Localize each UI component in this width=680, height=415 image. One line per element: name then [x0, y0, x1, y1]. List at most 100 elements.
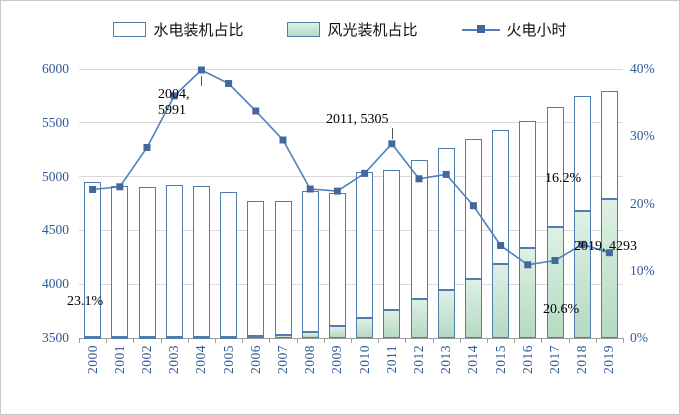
wind-solar-bar-segment	[356, 317, 374, 338]
x-axis-tick	[514, 339, 516, 343]
hydro-bar-segment	[192, 186, 210, 337]
x-axis-tick	[432, 339, 434, 343]
wind-solar-bar-segment	[410, 298, 428, 338]
x-axis-tick	[487, 339, 488, 343]
x-axis-tick	[405, 339, 407, 343]
x-axis-tick	[595, 339, 597, 343]
hydro-bar-segment	[274, 200, 292, 335]
hydro-bar-segment	[383, 169, 401, 311]
wind-solar-bar-segment	[546, 227, 564, 338]
hydro-bar-segment	[356, 171, 374, 318]
thermal-hours-marker	[225, 80, 233, 87]
x-axis-year-label: 2018	[574, 345, 590, 374]
annotation-2000-hydro-share: 23.1%	[67, 294, 104, 309]
x-axis-tick	[323, 339, 325, 343]
wind-solar-bar-segment	[600, 199, 618, 338]
x-axis-year-label: 2013	[438, 345, 454, 374]
x-axis-year-label: 2016	[519, 345, 535, 374]
secondary-axis-tick-label: 10%	[630, 262, 655, 278]
wind-solar-bar-swatch-icon	[287, 22, 321, 37]
hydro-bar-segment	[138, 186, 156, 338]
x-axis-tick	[351, 339, 352, 343]
gridline	[79, 283, 623, 285]
hydro-bar-segment	[573, 95, 591, 211]
hydro-bar-segment	[600, 90, 618, 200]
y-axis-tick-label: 5500	[42, 114, 69, 130]
wind-solar-bar-segment	[301, 331, 319, 338]
wind-solar-bar-segment	[138, 337, 156, 340]
x-axis-year-label: 2009	[329, 345, 345, 374]
x-axis-tick	[378, 339, 380, 343]
x-axis-tick	[160, 339, 162, 343]
x-axis-tick	[187, 339, 189, 343]
annotation-leader-line	[201, 76, 202, 86]
hydro-bar-segment	[492, 129, 510, 265]
hydro-bar-segment	[165, 184, 183, 337]
x-axis-year-label: 2011	[383, 345, 399, 374]
x-axis-tick	[79, 339, 80, 343]
x-axis-tick	[269, 339, 271, 343]
legend-item-hydro: 水电装机占比	[113, 19, 243, 40]
legend-label-wind-solar: 风光装机占比	[327, 23, 418, 39]
annotation-leader-line	[392, 128, 393, 139]
x-axis-tick	[623, 339, 624, 343]
y-axis-tick-label: 4000	[42, 276, 69, 292]
x-axis-year-label: 2017	[547, 345, 562, 374]
hydro-bar-segment	[437, 148, 455, 290]
hydro-bar-swatch-icon	[113, 22, 147, 37]
x-axis-tick	[215, 339, 216, 343]
legend-item-thermal-hours: 火电小时	[461, 19, 567, 40]
wind-solar-bar-segment	[519, 247, 537, 338]
x-axis-tick	[106, 339, 108, 343]
annotation-2019-hydro-share: 16.2%	[545, 171, 582, 186]
x-axis-year-label: 2003	[166, 345, 182, 374]
x-axis-year-label: 2007	[275, 345, 290, 374]
hydro-bar-segment	[220, 192, 238, 337]
wind-solar-bar-segment	[111, 337, 129, 340]
thermal-hours-marker	[388, 140, 396, 148]
x-axis-tick	[541, 339, 543, 343]
hydro-bar-segment	[301, 190, 319, 332]
annotation-2019-hours: 2019, 4293	[574, 239, 637, 254]
x-axis-year-label: 2002	[139, 345, 154, 374]
annotation-2011-peak: 2011, 5305	[326, 112, 389, 127]
gridline	[79, 68, 623, 70]
gridline	[79, 229, 623, 231]
wind-solar-bar-segment	[247, 335, 265, 338]
hydro-bar-segment	[410, 159, 428, 299]
wind-solar-bar-segment	[383, 310, 401, 338]
wind-solar-bar-segment	[192, 336, 210, 339]
hydro-bar-segment	[84, 181, 102, 338]
x-axis-tick	[459, 339, 461, 343]
x-axis-year-label: 2000	[84, 345, 100, 374]
wind-solar-bar-segment	[492, 264, 510, 338]
wind-solar-bar-segment	[274, 334, 292, 338]
annotation-2004-peak: 2004, 5991	[158, 87, 190, 118]
secondary-axis-tick-label: 40%	[630, 61, 655, 76]
hydro-bar-segment	[464, 138, 482, 280]
x-axis-tick	[296, 339, 298, 343]
x-axis-year-label: 2006	[247, 345, 263, 374]
wind-solar-bar-segment	[573, 210, 591, 338]
thermal-line-swatch-marker	[476, 25, 485, 33]
y-axis-tick-label: 3500	[42, 330, 69, 345]
hydro-bar-segment	[546, 107, 564, 228]
legend-label-hydro: 水电装机占比	[153, 23, 244, 39]
x-axis-tick	[568, 339, 570, 343]
y-axis-tick-label: 5000	[42, 168, 69, 184]
hydro-bar-segment	[247, 201, 265, 336]
gridline	[79, 176, 623, 178]
x-axis-tick	[242, 339, 244, 343]
hydro-bar-segment	[111, 186, 129, 338]
wind-solar-bar-segment	[165, 336, 183, 339]
x-axis-year-label: 2012	[411, 345, 426, 374]
y-axis-tick-label: 4500	[42, 222, 69, 238]
thermal-hours-marker	[279, 136, 287, 144]
hydro-bar-segment	[328, 192, 346, 326]
thermal-line-swatch-icon	[461, 22, 500, 37]
x-axis-tick	[133, 339, 135, 343]
x-axis-year-label: 2015	[492, 345, 508, 374]
thermal-hours-marker	[252, 107, 260, 115]
legend-label-thermal-hours: 火电小时	[506, 23, 567, 39]
